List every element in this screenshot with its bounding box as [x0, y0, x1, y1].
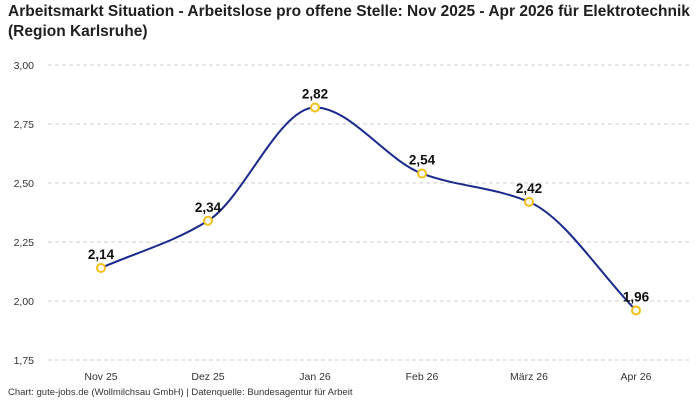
x-tick-label: Jan 26 [299, 371, 331, 383]
data-label: 2,42 [516, 181, 542, 196]
y-tick-label: 3,00 [14, 60, 35, 72]
x-tick-label: Feb 26 [406, 371, 439, 383]
y-tick-label: 2,00 [14, 296, 35, 308]
x-tick-label: Nov 25 [84, 371, 117, 383]
x-tick-label: März 26 [510, 371, 548, 383]
x-tick-label: Apr 26 [621, 371, 652, 383]
series-line [100, 106, 637, 312]
y-tick-label: 1,75 [14, 355, 35, 367]
gridlines [48, 64, 692, 361]
data-label: 2,82 [302, 86, 328, 101]
data-point [203, 215, 213, 226]
data-point [96, 262, 106, 273]
data-label: 2,34 [195, 200, 222, 215]
series-line-group [100, 106, 637, 312]
data-point [417, 168, 427, 179]
data-label: 2,14 [88, 247, 115, 262]
y-tick-label: 2,25 [14, 237, 35, 249]
data-labels: 2,14 2,34 2,82 2,54 2,42 1,96 [88, 86, 650, 304]
data-points [96, 102, 641, 316]
source-footnote: Chart: gute-jobs.de (Wollmilchsau GmbH) … [8, 387, 353, 398]
y-tick-label: 2,75 [14, 119, 35, 131]
data-label: 2,54 [409, 153, 436, 168]
data-point [524, 196, 534, 207]
chart-title: Arbeitsmarkt Situation - Arbeitslose pro… [8, 3, 690, 40]
data-point [631, 305, 641, 316]
y-axis-ticks: 1,75 2,00 2,25 2,50 2,75 3,00 [14, 60, 35, 367]
data-point [310, 102, 320, 113]
x-axis-ticks: Nov 25 Dez 25 Jan 26 Feb 26 März 26 Apr 26 [84, 371, 651, 383]
data-label: 1,96 [623, 289, 650, 304]
y-tick-label: 2,50 [14, 178, 35, 190]
x-tick-label: Dez 25 [191, 371, 224, 383]
